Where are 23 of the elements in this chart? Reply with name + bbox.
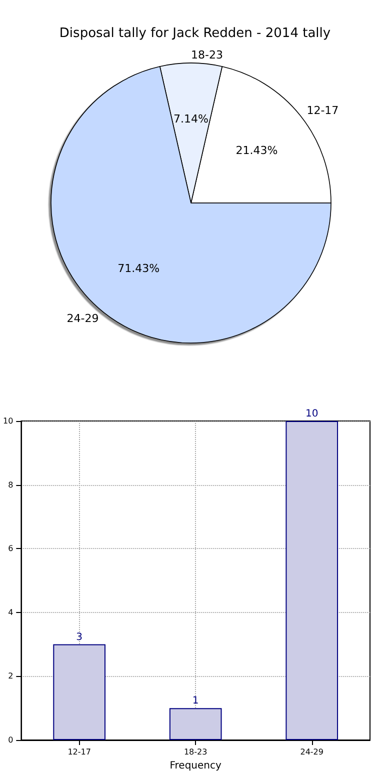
slice-label: 24-29 <box>66 312 99 326</box>
slice-label: 18-23 <box>191 48 223 62</box>
data-label: 10 <box>305 408 318 420</box>
y-tick-label: 6 <box>8 544 14 554</box>
bar <box>169 708 222 740</box>
bar <box>286 421 338 740</box>
chart-title: Disposal tally for Jack Redden - 2014 tally <box>59 26 331 41</box>
data-label: 1 <box>192 696 199 707</box>
y-tick-label: 8 <box>8 480 14 490</box>
bar <box>53 644 106 740</box>
x-tick-label: 12-17 <box>68 748 91 756</box>
y-tick-label: 0 <box>8 736 14 744</box>
slice-label: 12-17 <box>306 104 339 118</box>
data-label: 3 <box>76 632 83 643</box>
y-tick-label: 2 <box>8 672 14 681</box>
y-tick-label: 10 <box>2 416 14 426</box>
x-tick-label: 18-23 <box>184 748 208 756</box>
x-axis-title: Frequency <box>170 760 222 772</box>
y-tick-label: 4 <box>8 608 14 617</box>
data-label: 7.14% <box>174 112 208 126</box>
data-label: 71.43% <box>118 262 160 276</box>
data-label: 21.43% <box>236 144 278 158</box>
x-tick-label: 24-29 <box>300 748 324 756</box>
